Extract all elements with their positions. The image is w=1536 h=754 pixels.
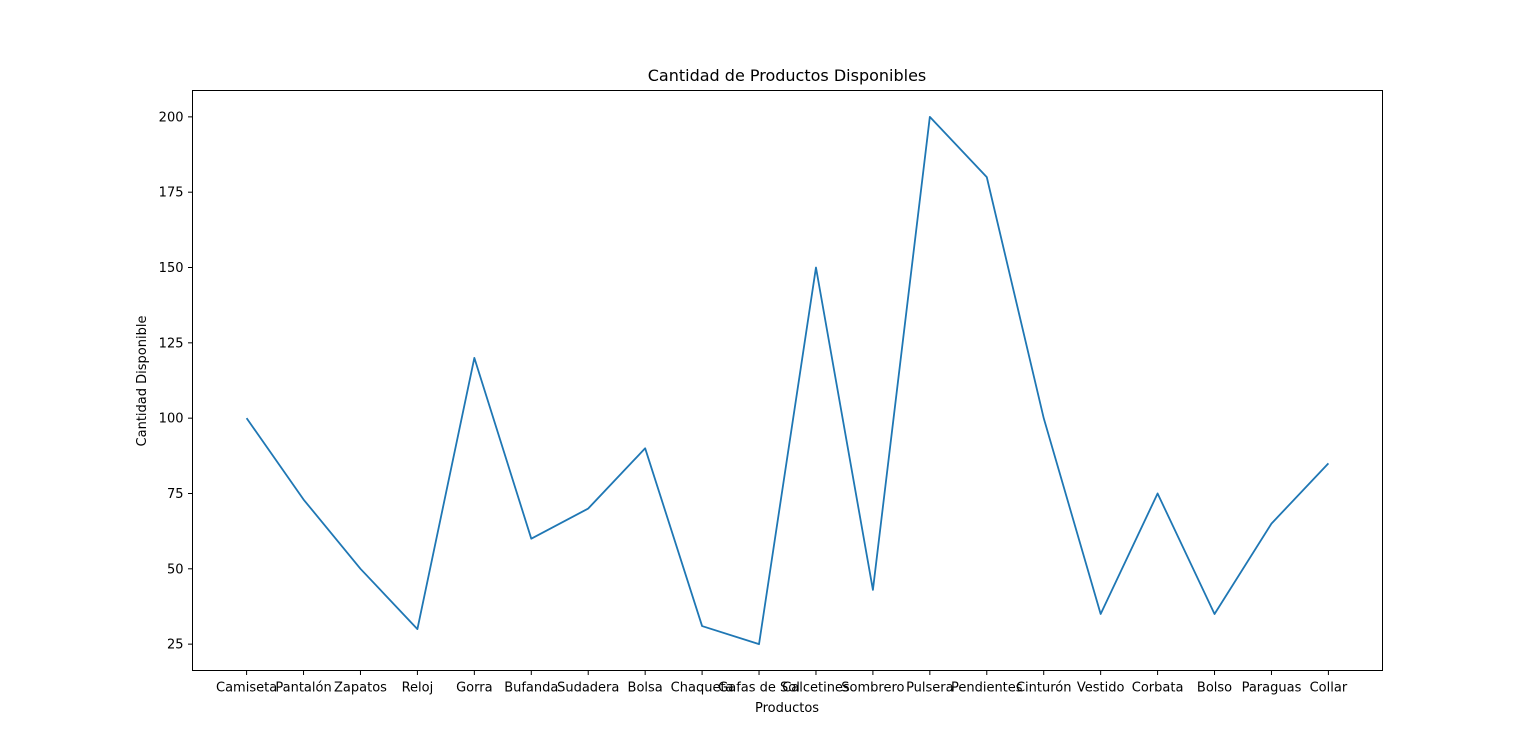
x-tick-label: Collar (1310, 681, 1348, 696)
x-axis-label: Productos (755, 701, 819, 716)
y-tick-label: 75 (167, 487, 184, 502)
x-tick-label: Zapatos (334, 681, 387, 696)
x-tick-label: Pulsera (906, 681, 954, 696)
y-tick-label: 100 (159, 412, 184, 427)
data-points (245, 115, 1331, 646)
x-tick-label: Vestido (1077, 681, 1125, 696)
y-tick-label: 125 (159, 336, 184, 351)
y-tick-label: 175 (159, 186, 184, 201)
x-tick-label: Sudadera (557, 681, 619, 696)
x-tick-label: Corbata (1132, 681, 1184, 696)
x-tick-label: Pendientes (951, 681, 1023, 696)
x-tick-label: Calcetines (782, 681, 850, 696)
x-tick-label: Camiseta (216, 681, 277, 696)
y-tick-label: 150 (159, 261, 184, 276)
y-tick-label: 200 (159, 110, 184, 125)
x-tick-label: Bolso (1197, 681, 1232, 696)
series-line (245, 115, 1330, 646)
y-axis-label: Cantidad Disponible (135, 316, 150, 447)
plot-area-frame (192, 90, 1383, 671)
y-axis: 25 50 75 100 125 150 175 200 (159, 110, 193, 653)
x-tick-label: Sombrero (841, 681, 904, 696)
y-tick-label: 50 (167, 562, 184, 577)
x-tick-label: Paraguas (1242, 681, 1302, 696)
x-tick-label: Bolsa (628, 681, 663, 696)
x-tick-label: Bufanda (504, 681, 558, 696)
y-tick-label: 25 (167, 638, 184, 653)
x-tick-label: Reloj (402, 681, 434, 696)
x-tick-label: Pantalón (275, 681, 331, 696)
x-tick-label: Cinturón (1016, 681, 1072, 696)
x-tick-label: Chaqueta (671, 681, 734, 696)
x-tick-label: Gorra (456, 681, 492, 696)
chart-title: Cantidad de Productos Disponibles (648, 66, 927, 85)
x-tick-label: Gafas de Sol (718, 681, 800, 696)
